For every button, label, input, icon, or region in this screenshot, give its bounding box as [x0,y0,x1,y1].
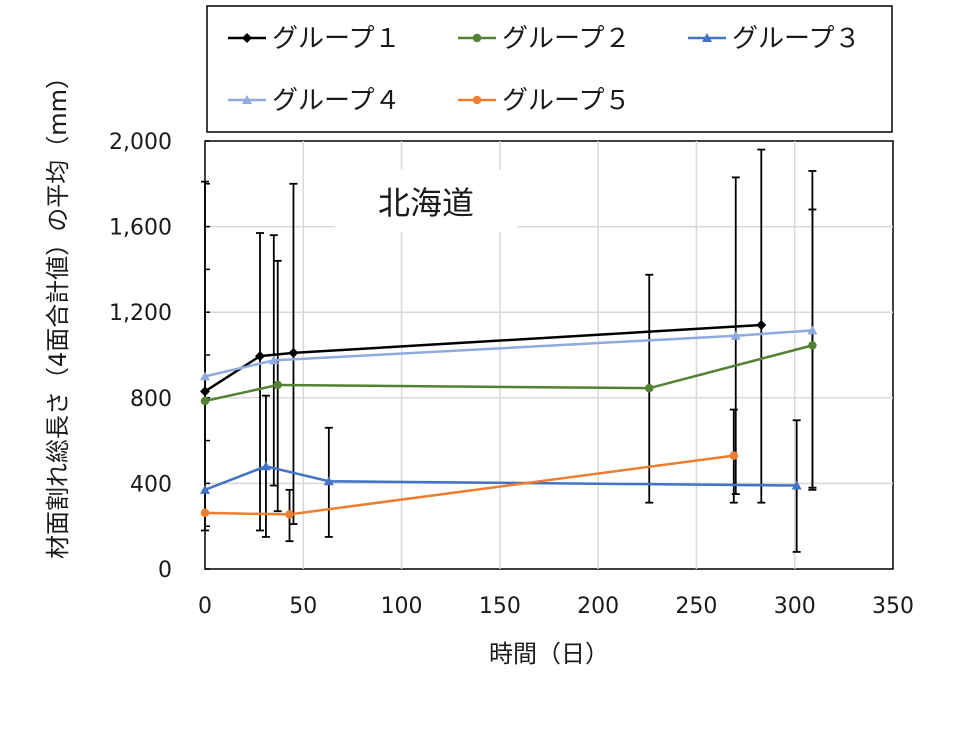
legend: グループ１ グループ２ グループ３ グループ４ グループ５ [228,24,860,116]
legend-label: グループ２ [502,24,630,54]
series-5-point [729,451,739,460]
x-tick-label: 100 [381,594,423,619]
series-3-point [260,461,271,471]
x-tick-label: 250 [675,594,717,619]
series-2-line [204,344,813,403]
x-tick-label: 300 [774,594,816,619]
y-tick-label: 800 [130,387,172,412]
y-tick-label: 400 [130,472,172,497]
plot-area [204,140,894,570]
series-1-line [204,323,762,393]
series-4-point [200,371,210,381]
legend-label: グループ３ [732,24,860,54]
series-1-point [756,320,767,331]
series-1-point [200,386,210,397]
x-tick-labels: 0 50 100 150 200 250 300 350 [198,594,914,619]
x-axis-title: 時間（日） [489,640,609,668]
series-2-point [645,383,654,393]
legend-label: グループ５ [502,86,630,116]
x-tick-label: 50 [289,594,317,619]
legend-label: グループ４ [272,86,400,116]
series-4-point [807,325,818,335]
series-4-point [268,355,279,365]
x-tick-label: 150 [479,594,521,619]
annotation-label: 北海道 [378,184,474,222]
legend-swatch-marker [242,33,252,43]
legend-swatch-marker [472,95,482,105]
series-2-point [200,396,210,406]
y-tick-labels: 0 400 800 1,200 1,600 2,000 [109,130,172,583]
series-4-line [204,329,813,378]
series-5-point [200,508,210,518]
series-2-point [808,341,817,350]
x-tick-label: 200 [577,594,619,619]
x-tick-label: 0 [198,594,212,619]
series-lines [200,320,818,519]
series-2-point [273,380,282,390]
y-axis-title: 材面割れ総長さ（4面合計値）の平均（mm） [44,65,72,559]
legend-swatch-marker [242,95,252,104]
legend-box [206,5,893,133]
y-tick-label: 0 [158,558,172,583]
annotation-background [335,170,517,232]
series-1-point [288,347,299,358]
series-3-point [200,484,210,494]
y-tick-label: 1,200 [109,301,172,326]
series-5-point [285,510,294,519]
series-3-point [323,476,334,486]
series-4-point [730,330,741,340]
legend-swatch-marker [472,33,482,43]
y-tick-label: 2,000 [109,130,172,155]
series-3-point [791,480,802,490]
x-tick-label: 350 [872,594,914,619]
series-1-point [255,351,266,362]
series-3-line [204,464,797,491]
y-tick-label: 1,600 [109,216,172,241]
legend-swatch-marker [702,33,712,42]
legend-label: グループ１ [272,24,400,54]
